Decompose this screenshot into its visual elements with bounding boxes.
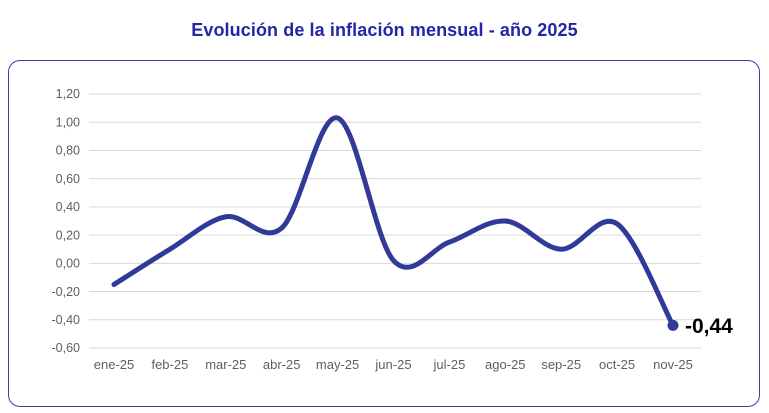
x-tick-label: nov-25 [653, 357, 693, 372]
inflation-line-chart: 1,20 1,00 0,80 0,60 0,40 0,20 0,00 -0,20 -0,40 -0… [9, 61, 759, 406]
x-tick-label: oct-25 [599, 357, 635, 372]
y-tick-label: 1,20 [56, 87, 80, 101]
x-tick-label: ene-25 [94, 357, 134, 372]
x-tick-label: abr-25 [263, 357, 301, 372]
last-point-marker [667, 319, 679, 331]
page-title: Evolución de la inflación mensual - año … [191, 20, 578, 40]
y-tick-label: -0,40 [52, 313, 81, 327]
y-tick-label: 0,20 [56, 228, 80, 242]
chart-svg: 1,20 1,00 0,80 0,60 0,40 0,20 0,00 -0,20 -0,40 -0… [52, 87, 734, 372]
x-tick-label: ago-25 [485, 357, 525, 372]
x-tick-label: jul-25 [433, 357, 466, 372]
x-tick-label: feb-25 [151, 357, 188, 372]
y-tick-label: 0,80 [56, 144, 80, 158]
y-tick-label: 0,00 [56, 257, 80, 271]
last-point-label: -0,44 [685, 315, 733, 338]
x-tick-label: sep-25 [541, 357, 581, 372]
y-tick-label: -0,60 [52, 341, 81, 355]
chart-card: 1,20 1,00 0,80 0,60 0,40 0,20 0,00 -0,20 -0,40 -0… [8, 60, 760, 407]
y-tick-label: 0,40 [56, 200, 80, 214]
x-tick-label: mar-25 [205, 357, 246, 372]
x-tick-label: may-25 [316, 357, 359, 372]
y-tick-label: -0,20 [52, 285, 81, 299]
y-tick-label: 0,60 [56, 172, 80, 186]
inflation-line [111, 115, 676, 328]
x-tick-label: jun-25 [374, 357, 411, 372]
y-tick-label: 1,00 [56, 115, 80, 129]
